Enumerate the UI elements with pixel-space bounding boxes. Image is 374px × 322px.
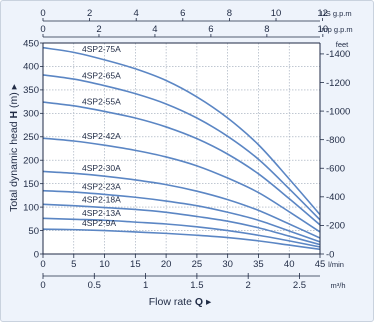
series-label-4sp2-23a: 4SP2-23A: [82, 181, 121, 191]
series-label-4sp2-75a: 4SP2-75A: [82, 44, 121, 54]
bottom-axis-2-tick-label: 2.5: [293, 280, 306, 291]
top-axis-us-tick-label: 4: [134, 8, 139, 19]
left-axis-tick-label: 450: [23, 38, 39, 49]
right-axis-tick-label: -800: [326, 135, 345, 146]
top-axis-us-tick-label: 10: [271, 8, 282, 19]
right-axis-tick-label: -1400: [326, 49, 350, 60]
left-axis-tick-label: 0: [34, 249, 39, 260]
left-axis-tick-label: 150: [23, 179, 39, 190]
top-axis-us-tick-label: 6: [180, 8, 185, 19]
series-label-4sp2-18a: 4SP2-18A: [82, 195, 121, 205]
top-axis-imp-tick-label: 0: [40, 24, 45, 35]
series-line-4sp2-23a: [43, 189, 320, 243]
bottom-axis-2-tick-label: 1.5: [190, 280, 203, 291]
series-label-4sp2-65a: 4SP2-65A: [82, 70, 121, 80]
series-line-4sp2-55a: [43, 101, 320, 226]
bottom-axis-tick-label: 5: [71, 259, 76, 270]
bottom-axis-tick-label: 45: [315, 259, 326, 270]
left-axis-tick-label: 250: [23, 132, 39, 143]
left-axis-tick-label: 350: [23, 85, 39, 96]
series-line-4sp2-18a: [43, 203, 320, 246]
top-axis-us-tick-label: 12: [317, 8, 328, 19]
top-axis-imp-unit: Imp g.p.m: [319, 25, 352, 34]
top-axis-imp-tick-label: 8: [264, 24, 269, 35]
curves: [43, 46, 320, 251]
bottom-axis-tick-label: 40: [284, 259, 295, 270]
bottom-axis-2-unit: m³/h: [331, 281, 346, 290]
series-line-4sp2-65a: [43, 74, 320, 221]
bottom-axis-2-tick-label: 1: [143, 280, 148, 291]
top-axis-us-tick-label: 0: [40, 8, 45, 19]
bottom-axis-2-tick-label: 2: [246, 280, 251, 291]
right-axis-tick-label: -400: [326, 192, 345, 203]
top-axis-imp-tick-label: 10: [318, 24, 329, 35]
right-axis-unit: feet: [336, 40, 349, 49]
bottom-axis-tick-label: 30: [222, 259, 233, 270]
bottom-axis-unit: l/min: [328, 260, 344, 269]
series-line-4sp2-30a: [43, 170, 320, 239]
top-axis-imp-tick-label: 4: [152, 24, 157, 35]
bottom-axis-tick-label: 35: [253, 259, 264, 270]
bottom-axis-title: Flow rate Q ▸: [149, 296, 212, 308]
right-axis-tick-label: -0: [326, 249, 334, 260]
bottom-axis-tick-label: 15: [130, 259, 141, 270]
plot-area: [43, 43, 320, 254]
series-line-4sp2-13a: [43, 217, 320, 248]
bottom-axis-2-tick-label: 0.5: [88, 280, 101, 291]
bottom-axis-tick-label: 10: [99, 259, 110, 270]
left-axis-tick-label: 400: [23, 62, 39, 73]
top-axis-imp-tick-label: 6: [208, 24, 213, 35]
axes: 050100150200250300350400450-0-200-400-60…: [8, 8, 353, 308]
right-axis-tick-label: -1000: [326, 106, 350, 117]
bottom-axis-tick-label: 0: [40, 259, 45, 270]
bottom-axis-tick-label: 25: [192, 259, 203, 270]
series-line-4sp2-9a: [43, 228, 320, 251]
top-axis-imp-tick-label: 2: [96, 24, 101, 35]
left-axis-tick-label: 50: [28, 226, 39, 237]
series-label-4sp2-55a: 4SP2-55A: [82, 97, 121, 107]
right-axis-tick-label: -600: [326, 164, 345, 175]
left-axis-tick-label: 100: [23, 202, 39, 213]
left-axis-tick-label: 200: [23, 156, 39, 167]
series-line-4sp2-75a: [43, 46, 320, 216]
series-label-4sp2-13a: 4SP2-13A: [82, 208, 121, 218]
series-label-4sp2-30a: 4SP2-30A: [82, 163, 121, 173]
right-axis-tick-label: -1200: [326, 78, 350, 89]
left-axis-tick-label: 300: [23, 109, 39, 120]
right-axis-tick-label: -200: [326, 221, 345, 232]
labels: 4SP2-75A 4SP2-65A 4SP2-55A 4SP2-42A 4SP2-30A…: [82, 44, 121, 228]
series-line-4sp2-42a: [43, 137, 320, 233]
bottom-axis-2-tick-label: 0: [40, 280, 45, 291]
top-axis-us-tick-label: 2: [87, 8, 92, 19]
left-axis-title: Total dynamic head H (m) ▸: [8, 83, 20, 212]
series-label-4sp2-42a: 4SP2-42A: [82, 131, 121, 141]
top-axis-us-unit: US g.p.m: [320, 9, 351, 18]
bottom-axis-tick-label: 20: [161, 259, 172, 270]
series-label-4sp2-9a: 4SP2-9A: [82, 218, 116, 228]
top-axis-us-tick-label: 8: [227, 8, 232, 19]
